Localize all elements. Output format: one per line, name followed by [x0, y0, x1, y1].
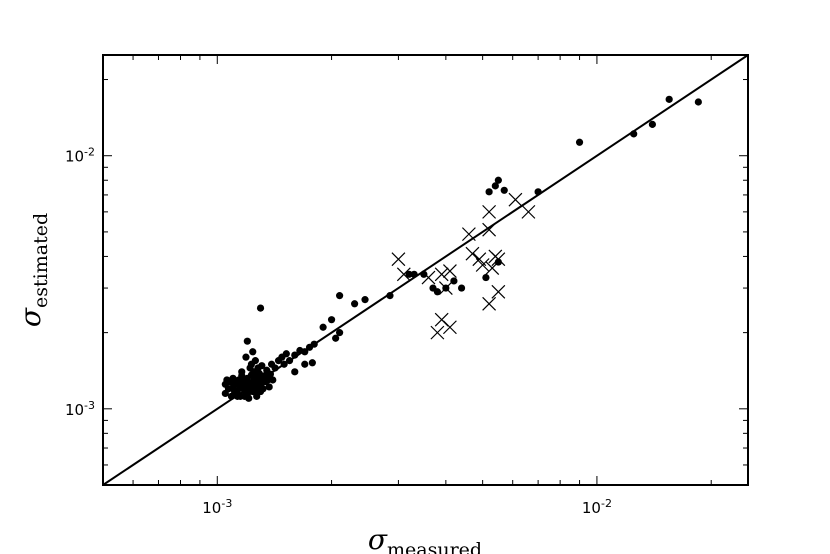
x-marker-point [482, 296, 497, 311]
y-axis-label: σestimated [14, 213, 52, 327]
dot-point [336, 292, 344, 300]
dot-point [482, 273, 490, 282]
dot-point [242, 353, 250, 361]
dot-point [433, 288, 441, 296]
data-points [221, 95, 702, 402]
dot-point [235, 381, 243, 389]
dot-point [233, 392, 242, 400]
dot-point [271, 364, 279, 372]
dot-point [280, 360, 288, 368]
dot-point [229, 379, 237, 388]
dot-point [500, 186, 508, 194]
dot-point [386, 292, 394, 300]
x-marker-point [430, 325, 445, 340]
dot-point [648, 120, 657, 128]
dot-point [361, 296, 369, 304]
dot-point [694, 98, 702, 106]
dot-point [221, 389, 229, 398]
dot-point [491, 182, 499, 190]
dot-point [485, 188, 493, 196]
dot-point [301, 348, 309, 356]
dot-point [332, 334, 340, 342]
y-tick-label: 10-3 [65, 399, 95, 419]
y-tick-label: 10-2 [65, 146, 95, 166]
x-marker-point [521, 204, 536, 219]
plot-frame [102, 54, 749, 486]
dot-point [291, 351, 299, 359]
dot-point [301, 360, 309, 368]
dot-point [256, 304, 265, 312]
dot-point [227, 392, 236, 400]
x-marker-point [465, 246, 480, 261]
dot-point [259, 385, 267, 393]
dot-point [405, 270, 413, 278]
dot-point [457, 284, 466, 292]
x-marker-point [475, 258, 490, 272]
dot-point [243, 337, 251, 345]
dot-point [285, 357, 294, 365]
dot-point [258, 362, 266, 370]
dot-point [266, 370, 274, 378]
x-marker-point [491, 252, 506, 267]
dot-point [282, 350, 290, 358]
x-marker-point [482, 204, 497, 219]
x-marker-point [438, 281, 453, 295]
dot-point [575, 138, 584, 146]
x-marker-point [482, 222, 497, 237]
x-marker-point [421, 270, 436, 285]
x-marker-point [485, 261, 500, 275]
x-marker-point [391, 252, 406, 267]
identity-reference-line [103, 55, 748, 485]
dot-point [291, 368, 299, 376]
dot-point [351, 300, 359, 308]
dot-point [238, 368, 246, 376]
x-marker-point [461, 227, 476, 242]
x-marker-point [508, 192, 523, 207]
x-marker-point [442, 320, 457, 335]
x-tick-label: 10-3 [202, 497, 232, 517]
dot-point [251, 357, 259, 365]
x-tick-label: 10-2 [582, 497, 612, 517]
x-marker-point [442, 264, 457, 279]
dot-point [265, 383, 273, 391]
dot-point [630, 130, 638, 138]
x-marker-point [434, 267, 449, 282]
dot-point [494, 176, 502, 184]
dot-point [665, 95, 673, 103]
dot-point [269, 376, 277, 384]
dot-point [410, 270, 418, 278]
dot-point [534, 188, 542, 196]
dot-point [249, 348, 257, 356]
dot-point [308, 359, 316, 367]
dot-point [253, 392, 261, 400]
dot-point [450, 277, 458, 285]
dot-point [420, 270, 428, 278]
x-marker-point [396, 267, 411, 282]
dot-point [336, 329, 344, 337]
dot-point [327, 316, 336, 324]
axis-ticks: 10-3 10-2 10-3 10-2 [65, 55, 748, 517]
dot-point [319, 323, 327, 331]
x-axis-label: σmeasured [368, 523, 482, 554]
dot-point [310, 340, 318, 348]
x-marker-point [491, 284, 506, 299]
dot-point [245, 394, 253, 402]
